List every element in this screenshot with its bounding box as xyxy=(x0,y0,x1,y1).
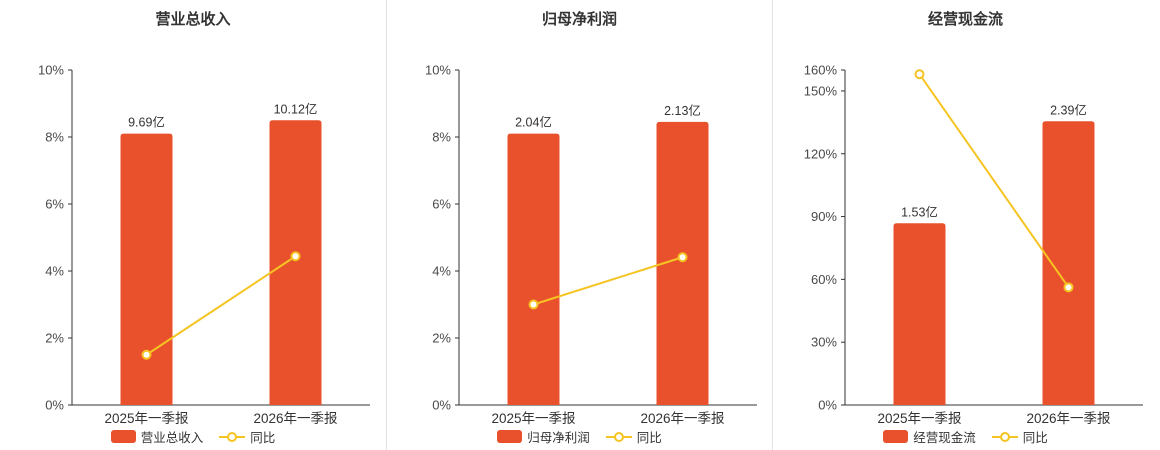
x-axis-category-label: 2025年一季报 xyxy=(104,411,188,426)
yoy-line-marker[interactable] xyxy=(677,252,688,263)
bar[interactable] xyxy=(1042,121,1095,405)
y-axis-tick-label: 30% xyxy=(811,335,837,350)
x-axis-category-label: 2026年一季报 xyxy=(1026,411,1110,426)
x-axis-category-label: 2026年一季报 xyxy=(640,411,724,426)
yoy-line xyxy=(533,256,683,306)
y-axis-tick-label: 8% xyxy=(45,130,64,145)
legend-label-bar-series: 归母净利润 xyxy=(527,431,590,445)
legend-label-yoy-series: 同比 xyxy=(1022,431,1048,445)
chart-panel-revenue: 营业总收入 0% 2% 4% 6% 8% 10% 9.69亿 10.12亿 2025年一季报 20… xyxy=(0,0,386,450)
yoy-line xyxy=(145,255,297,356)
revenue-chart-svg: 0% 2% 4% 6% 8% 10% 9.69亿 10.12亿 2025年一季报 2026年一季报 xyxy=(38,63,370,426)
line-legend-marker-icon xyxy=(991,430,1018,444)
y-axis-tick-label: 90% xyxy=(811,209,837,224)
y-axis-tick-label: 4% xyxy=(432,264,451,279)
y-axis-tick-label: 10% xyxy=(425,63,451,78)
y-axis-tick-label: 120% xyxy=(804,146,838,161)
legend-net-profit: 归母净利润 同比 xyxy=(387,427,772,446)
bar-value-label: 10.12亿 xyxy=(274,101,318,116)
y-axis-tick-label: 0% xyxy=(818,398,837,413)
yoy-line-marker[interactable] xyxy=(1063,282,1074,293)
y-axis-tick-label: 10% xyxy=(38,63,64,78)
bar-legend-swatch-icon xyxy=(883,430,909,443)
bar-legend-swatch-icon xyxy=(497,430,523,443)
y-axis-tick-label: 4% xyxy=(45,264,64,279)
legend-item-yoy-series[interactable]: 同比 xyxy=(605,427,662,446)
legend-item-bar-series[interactable]: 营业总收入 xyxy=(110,427,204,446)
chart-panel-cash-flow: 经营现金流 0% 30% 60% 90% 120% 150% 160% 1.53亿 2.39亿 2… xyxy=(772,0,1158,450)
y-axis-tick-label: 160% xyxy=(804,63,838,78)
bar-value-label: 2.39亿 xyxy=(1050,102,1087,117)
bar[interactable] xyxy=(656,121,709,406)
y-axis-tick-label: 2% xyxy=(45,331,64,346)
x-axis-category-label: 2026年一季报 xyxy=(253,411,337,426)
legend-revenue: 营业总收入 同比 xyxy=(0,427,386,446)
yoy-line-marker[interactable] xyxy=(528,299,539,310)
bar-value-label: 9.69亿 xyxy=(128,115,165,130)
legend-item-bar-series[interactable]: 归母净利润 xyxy=(497,427,590,446)
bar[interactable] xyxy=(507,133,560,405)
legend-item-bar-series[interactable]: 经营现金流 xyxy=(883,427,976,446)
chart-title-revenue: 营业总收入 xyxy=(155,11,231,28)
bar[interactable] xyxy=(120,133,173,405)
bar-value-label: 2.04亿 xyxy=(515,115,552,130)
yoy-line-marker[interactable] xyxy=(290,251,301,262)
chart-panel-net-profit: 归母净利润 0% 2% 4% 6% 8% 10% 2.04亿 2.13亿 2025年一季报 202… xyxy=(386,0,772,450)
legend-cash-flow: 经营现金流 同比 xyxy=(773,427,1158,446)
bar[interactable] xyxy=(269,120,322,405)
bar-value-label: 1.53亿 xyxy=(901,204,938,219)
yoy-line xyxy=(918,73,1070,288)
legend-label-yoy-series: 同比 xyxy=(636,431,662,445)
bar[interactable] xyxy=(893,223,946,405)
x-axis-category-label: 2025年一季报 xyxy=(491,411,575,426)
yoy-line-marker[interactable] xyxy=(141,349,152,360)
bar-value-label: 2.13亿 xyxy=(664,103,701,118)
y-axis-tick-label: 2% xyxy=(432,331,451,346)
y-axis-tick-label: 6% xyxy=(432,197,451,212)
x-axis-category-label: 2025年一季报 xyxy=(877,411,961,426)
legend-label-yoy-series: 同比 xyxy=(250,431,276,445)
legend-label-bar-series: 经营现金流 xyxy=(913,431,976,445)
bar-legend-swatch-icon xyxy=(110,430,136,443)
y-axis-tick-label: 0% xyxy=(432,398,451,413)
chart-title-cash-flow: 经营现金流 xyxy=(927,11,1003,28)
chart-title-net-profit: 归母净利润 xyxy=(541,11,617,28)
net-profit-chart-svg: 0% 2% 4% 6% 8% 10% 2.04亿 2.13亿 2025年一季报 2026年一季报 xyxy=(425,63,757,426)
y-axis-tick-label: 6% xyxy=(45,197,64,212)
y-axis-tick-label: 8% xyxy=(432,130,451,145)
line-legend-marker-icon xyxy=(219,430,246,444)
legend-label-bar-series: 营业总收入 xyxy=(140,431,204,445)
legend-item-yoy-series[interactable]: 同比 xyxy=(219,427,275,446)
y-axis-tick-label: 60% xyxy=(811,272,837,287)
y-axis-tick-label: 150% xyxy=(804,83,838,98)
line-legend-marker-icon xyxy=(605,430,632,444)
cash-flow-chart-svg: 0% 30% 60% 90% 120% 150% 160% 1.53亿 2.39亿 2025年一季… xyxy=(804,63,1143,426)
y-axis-tick-label: 0% xyxy=(45,398,64,413)
yoy-line-marker[interactable] xyxy=(914,69,925,80)
legend-item-yoy-series[interactable]: 同比 xyxy=(991,427,1048,446)
